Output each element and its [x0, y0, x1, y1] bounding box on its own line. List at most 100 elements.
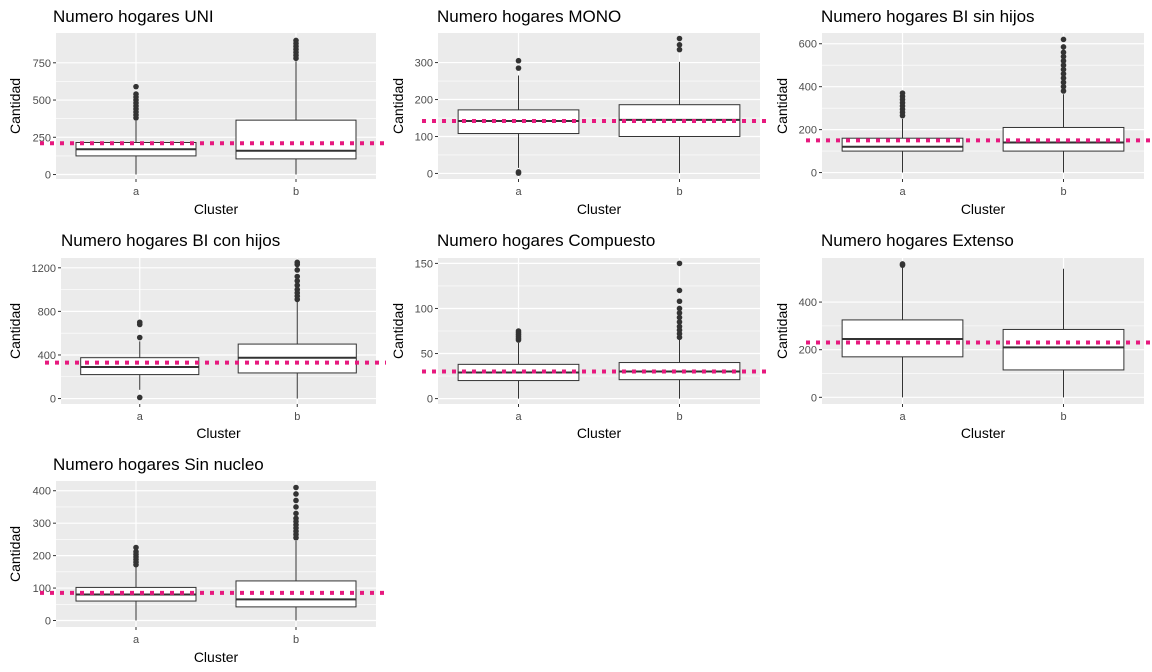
iqr-box	[1002, 328, 1125, 371]
outlier-point	[293, 504, 299, 510]
x-tick-label: a	[899, 411, 906, 423]
x-tick-label: a	[137, 411, 144, 423]
y-axis-label: Cantidad	[7, 303, 23, 359]
outlier-point	[293, 37, 299, 44]
x-tick-label: b	[1060, 186, 1066, 198]
y-axis-label: Cantidad	[774, 78, 790, 134]
iqr-box	[1002, 126, 1125, 152]
outlier-point	[676, 35, 683, 42]
outlier-point	[293, 497, 299, 504]
y-axis-label: Cantidad	[774, 303, 790, 359]
panel-title: Numero hogares Compuesto	[437, 231, 655, 250]
boxplot-panel-7: Numero hogares Sin nucleo 0 100 200 300 400 a b…	[7, 455, 386, 665]
outlier-point	[1060, 62, 1067, 69]
x-axis-label: Cluster	[577, 425, 622, 441]
boxplot-panel-1: Numero hogares UNI 0 250 500 750 a b Cluster Can…	[7, 7, 386, 217]
x-axis-label: Cluster	[194, 201, 239, 217]
box-b	[618, 260, 741, 399]
box-b	[235, 484, 357, 621]
outlier-point	[899, 261, 906, 267]
panel-title: Numero hogares Sin nucleo	[53, 455, 264, 474]
box-a	[457, 57, 580, 176]
outlier-point	[133, 83, 139, 90]
x-tick-label: a	[133, 186, 140, 198]
y-tick-label: 400	[38, 350, 56, 362]
y-axis-label: Cantidad	[390, 78, 406, 134]
y-tick-label: 0	[811, 392, 817, 404]
panel-background	[61, 258, 376, 404]
x-tick-label: b	[294, 411, 300, 423]
y-tick-label: 0	[811, 168, 817, 180]
y-tick-label: 300	[33, 518, 51, 530]
x-tick-label: b	[293, 186, 299, 198]
boxplot-panel-3: Numero hogares BI sin hijos 0 200 400 600 a b C…	[774, 7, 1152, 217]
panel-title: Numero hogares BI sin hijos	[821, 7, 1035, 26]
y-tick-label: 400	[799, 82, 817, 94]
outlier-point	[136, 394, 143, 401]
outlier-point	[293, 491, 299, 497]
x-tick-label: a	[899, 186, 906, 198]
y-axis-label: Cantidad	[7, 78, 23, 134]
outlier-point	[136, 319, 143, 326]
outlier-point	[1060, 49, 1067, 56]
box-b	[1002, 268, 1125, 398]
outlier-point	[676, 46, 683, 53]
box-b	[1002, 36, 1125, 173]
boxplot-panel-4: Numero hogares BI con hijos 0 400 800 1200 a b…	[7, 231, 386, 441]
box-a	[457, 328, 580, 399]
y-tick-label: 0	[427, 168, 433, 180]
outlier-point	[676, 310, 683, 316]
outlier-point	[294, 267, 301, 273]
outlier-point	[676, 298, 683, 305]
y-tick-label: 0	[50, 394, 56, 406]
panel-title: Numero hogares UNI	[53, 7, 214, 26]
outlier-point	[294, 282, 301, 289]
outlier-point	[1060, 53, 1067, 60]
outlier-point	[676, 319, 683, 325]
y-tick-label: 100	[33, 583, 51, 595]
y-tick-label: 400	[33, 486, 51, 498]
x-tick-label: b	[293, 634, 299, 646]
y-tick-label: 400	[799, 297, 817, 309]
box-a	[841, 261, 964, 398]
outlier-point	[1060, 70, 1067, 77]
box-b	[237, 259, 357, 399]
x-tick-label: a	[515, 186, 522, 198]
outlier-point	[1060, 75, 1067, 81]
boxplot-panel-2: Numero hogares MONO 0 100 200 300 a b Cluster Ca…	[390, 7, 770, 217]
y-tick-label: 250	[33, 132, 51, 144]
y-axis-label: Cantidad	[7, 526, 23, 582]
y-tick-label: 150	[415, 258, 433, 270]
x-axis-label: Cluster	[196, 425, 241, 441]
y-tick-label: 0	[45, 616, 51, 628]
outlier-point	[293, 510, 299, 517]
y-tick-label: 50	[421, 349, 433, 361]
outlier-point	[133, 91, 139, 97]
outlier-point	[294, 278, 301, 284]
box-a	[75, 544, 197, 621]
outlier-point	[515, 65, 522, 71]
outlier-point	[136, 334, 143, 341]
y-tick-label: 200	[33, 551, 51, 563]
box-b	[235, 37, 357, 175]
y-tick-label: 750	[33, 58, 51, 70]
outlier-point	[515, 57, 522, 64]
outlier-point	[294, 259, 301, 266]
y-tick-label: 600	[799, 39, 817, 51]
y-tick-label: 1200	[32, 263, 56, 275]
outlier-point	[1060, 58, 1067, 64]
x-axis-label: Cluster	[577, 201, 622, 217]
x-axis-label: Cluster	[194, 649, 239, 665]
x-tick-label: a	[515, 411, 522, 423]
y-tick-label: 200	[415, 95, 433, 107]
x-tick-label: b	[676, 186, 682, 198]
outlier-point	[133, 544, 139, 551]
iqr-box	[841, 137, 964, 152]
x-tick-label: b	[676, 411, 682, 423]
box-a	[80, 319, 200, 401]
outlier-point	[294, 273, 301, 280]
outlier-point	[515, 169, 522, 175]
y-tick-label: 0	[45, 170, 51, 182]
y-tick-label: 0	[427, 394, 433, 406]
outlier-point	[1060, 36, 1067, 43]
